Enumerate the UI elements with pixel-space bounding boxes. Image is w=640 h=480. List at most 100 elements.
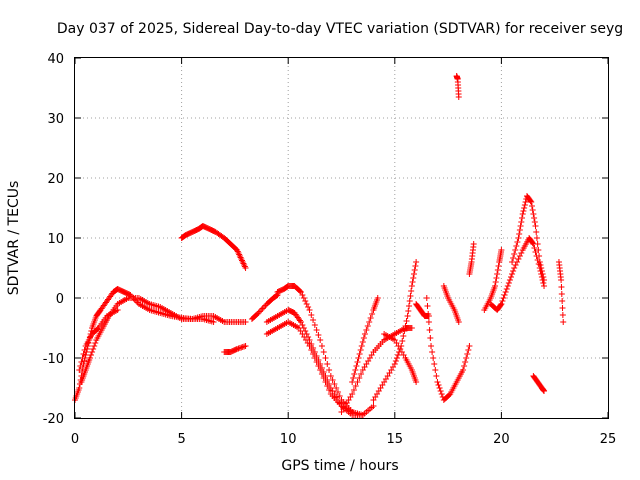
data-point — [310, 351, 317, 357]
data-point — [534, 241, 541, 247]
data-point — [302, 298, 309, 304]
data-point — [374, 295, 381, 301]
data-point — [329, 377, 336, 383]
data-point — [299, 292, 306, 298]
data-point — [538, 265, 545, 271]
data-point — [558, 284, 565, 290]
data-point — [518, 250, 525, 256]
x-tick-label: 25 — [600, 432, 617, 447]
data-point — [86, 355, 93, 361]
data-point — [510, 268, 517, 274]
x-tick-label: 10 — [280, 432, 297, 447]
data-point — [515, 256, 522, 262]
data-point — [349, 391, 356, 397]
data-point — [349, 379, 356, 385]
data-point — [261, 304, 268, 310]
data-point — [432, 367, 439, 373]
data-point — [539, 271, 546, 277]
data-point — [320, 375, 327, 381]
data-point — [498, 247, 505, 253]
data-point — [210, 319, 217, 325]
data-point — [360, 335, 367, 341]
data-point — [242, 265, 249, 271]
series-arc-13to14-steep — [349, 295, 381, 385]
data-point — [512, 247, 519, 253]
data-point — [531, 245, 538, 251]
series-arc-5to8 — [178, 223, 249, 271]
data-point — [356, 351, 363, 357]
data-point — [315, 332, 322, 338]
data-point — [311, 355, 318, 361]
data-point — [519, 211, 526, 217]
data-point — [318, 371, 325, 377]
data-point — [509, 259, 516, 265]
data-point — [80, 351, 87, 357]
data-point — [315, 363, 322, 369]
data-point — [433, 373, 440, 379]
data-point — [393, 355, 400, 361]
chart-title: Day 037 of 2025, Sidereal Day-to-day VTE… — [57, 21, 623, 37]
data-point — [505, 280, 512, 286]
data-point — [402, 323, 409, 329]
data-point — [356, 375, 363, 381]
data-point — [540, 274, 547, 280]
data-point — [460, 367, 467, 373]
data-point — [242, 319, 249, 325]
data-point — [538, 268, 545, 274]
data-point — [410, 271, 417, 277]
data-point — [559, 298, 566, 304]
data-point — [327, 373, 334, 379]
data-point — [406, 298, 413, 304]
data-point — [324, 383, 331, 389]
data-point — [462, 359, 469, 365]
data-point — [515, 235, 522, 241]
data-point — [463, 355, 470, 361]
data-point — [81, 347, 88, 353]
x-tick-label: 20 — [493, 432, 510, 447]
data-point — [519, 215, 526, 221]
y-axis-label: SDTVAR / TECUs — [6, 181, 22, 296]
data-point — [521, 202, 528, 208]
data-point — [401, 328, 408, 334]
x-tick-label: 15 — [387, 432, 404, 447]
series-arc-15to16-b — [381, 331, 420, 385]
data-point — [522, 199, 529, 205]
y-tick-label: 40 — [47, 52, 64, 67]
series-arc-14to16 — [370, 259, 420, 403]
data-point — [470, 241, 477, 247]
data-point — [464, 351, 471, 357]
data-point — [527, 198, 534, 204]
data-point — [512, 262, 519, 268]
data-point — [259, 305, 266, 312]
data-point — [406, 303, 413, 309]
data-point — [392, 358, 399, 364]
data-point — [317, 367, 324, 373]
data-point — [359, 412, 366, 418]
data-point — [313, 327, 320, 333]
data-point — [408, 283, 415, 289]
data-point — [354, 359, 361, 365]
data-point — [437, 388, 444, 394]
data-point — [409, 279, 416, 285]
data-point — [504, 283, 511, 289]
series-sparse-17to18 — [440, 283, 462, 325]
data-point — [322, 355, 329, 361]
data-point — [87, 352, 94, 358]
data-point — [326, 367, 333, 373]
data-point — [317, 337, 324, 343]
data-point — [311, 322, 318, 328]
data-point — [494, 271, 501, 277]
data-point — [541, 277, 548, 283]
series-arc-morning-b — [78, 295, 249, 385]
series-arc-9to14-c — [263, 319, 356, 415]
x-tick-label: 5 — [177, 432, 185, 447]
data-point — [516, 253, 523, 259]
data-point — [370, 403, 377, 409]
data-point — [77, 363, 84, 369]
data-point — [516, 231, 523, 237]
data-point — [333, 385, 340, 391]
data-point — [434, 379, 441, 385]
data-point — [529, 207, 536, 213]
data-point — [430, 355, 437, 361]
